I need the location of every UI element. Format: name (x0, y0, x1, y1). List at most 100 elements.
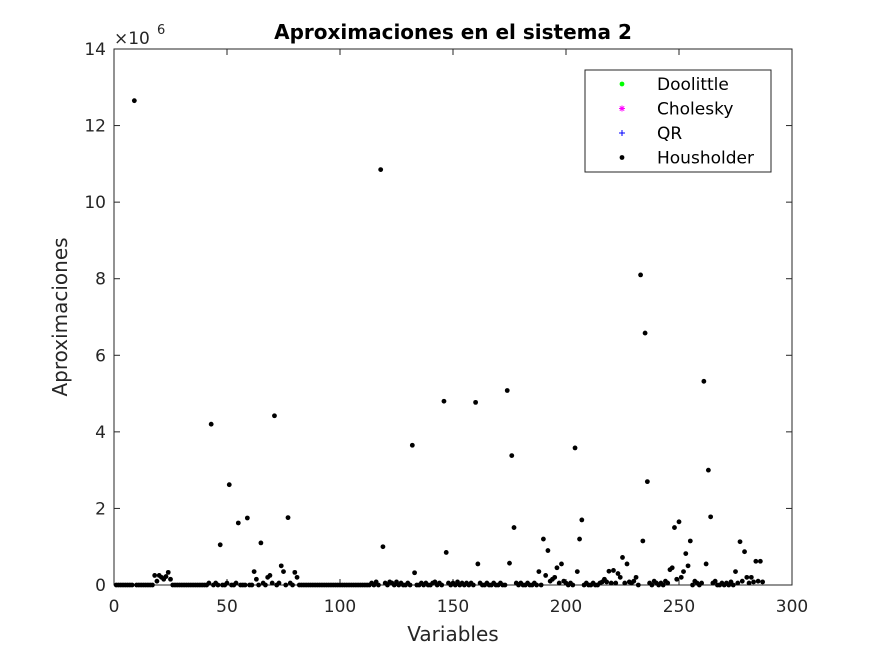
data-point (579, 517, 585, 523)
data-point (638, 272, 643, 278)
data-point (708, 514, 714, 520)
data-point (640, 538, 646, 544)
data-point (235, 520, 241, 526)
x-tick-label: 150 (437, 597, 469, 617)
data-point (676, 519, 682, 525)
data-point (739, 578, 745, 584)
data-point (624, 561, 630, 567)
data-point (746, 580, 752, 586)
x-tick-label: 200 (550, 597, 582, 617)
data-point (165, 569, 171, 575)
data-point (757, 558, 763, 564)
y-tick-label: 6 (95, 346, 106, 366)
data-point (224, 580, 230, 586)
data-point (606, 568, 612, 574)
legend: Doolittle Cholesky QR Housholder (584, 69, 772, 173)
y-tick-label: 12 (84, 117, 106, 137)
data-point (687, 538, 693, 544)
data-point (554, 565, 560, 571)
data-point (760, 579, 766, 585)
data-point (412, 570, 417, 576)
x-tick-label: 50 (216, 597, 238, 617)
data-point (272, 413, 277, 419)
data-point (409, 442, 415, 448)
data-point (737, 539, 743, 545)
data-point (755, 578, 761, 584)
data-point (249, 582, 255, 588)
y-tick-label: 14 (84, 40, 106, 60)
data-point (617, 574, 623, 580)
data-point (744, 574, 750, 580)
data-point (504, 388, 510, 393)
data-point (129, 582, 135, 588)
data-point (154, 578, 160, 584)
data-point (292, 569, 298, 575)
data-point (649, 582, 655, 588)
legend-marker (619, 81, 625, 87)
data-point (690, 582, 695, 588)
data-point (615, 571, 621, 576)
data-point (712, 578, 718, 584)
data-point (258, 540, 264, 546)
data-point (163, 574, 169, 579)
x-tick-label: 0 (109, 597, 120, 617)
data-point (613, 580, 619, 586)
data-point (376, 582, 381, 588)
data-point (672, 525, 677, 530)
data-point (473, 399, 478, 405)
data-point (380, 544, 386, 550)
data-point (735, 580, 741, 586)
data-point (699, 580, 704, 586)
data-point (443, 550, 449, 555)
data-point (543, 573, 549, 578)
data-point (631, 578, 637, 584)
data-point (559, 561, 564, 567)
data-point (208, 421, 214, 427)
data-point (502, 582, 508, 588)
legend-marker (619, 155, 625, 160)
data-point (168, 576, 173, 582)
data-point (536, 569, 542, 574)
data-point (572, 445, 578, 451)
data-point (470, 582, 476, 588)
data-point (644, 479, 650, 485)
data-point (233, 580, 239, 586)
y-axis: 0 2 4 6 8 10 12 14 (84, 40, 792, 596)
data-point (215, 582, 221, 588)
data-point (475, 561, 481, 567)
data-point (509, 453, 515, 458)
y-axis-label: Aproximaciones (48, 237, 72, 396)
data-point (251, 569, 257, 574)
data-point (674, 576, 680, 582)
data-point (541, 536, 546, 542)
data-point (577, 536, 582, 542)
y-exponent-base: ×10 (114, 29, 150, 49)
x-tick-label: 250 (663, 597, 695, 617)
data-point (685, 563, 691, 569)
x-axis-label: Variables (407, 622, 498, 646)
data-point (256, 582, 262, 588)
data-point (206, 580, 212, 586)
data-point (545, 548, 551, 553)
y-tick-label: 2 (95, 499, 106, 519)
legend-marker (619, 105, 625, 112)
data-point (285, 515, 291, 521)
data-point (407, 582, 413, 588)
data-point (608, 580, 614, 586)
legend-box (584, 69, 772, 173)
y-exponent-power: 6 (157, 23, 165, 38)
data-point (751, 579, 756, 585)
y-tick-label: 8 (95, 270, 106, 290)
data-point (604, 579, 610, 585)
data-point (635, 582, 641, 588)
data-point (633, 574, 639, 580)
x-tick-label: 100 (324, 597, 356, 617)
legend-label: Housholder (657, 149, 754, 169)
data-point (507, 560, 512, 566)
data-point (244, 515, 250, 521)
data-point (570, 582, 576, 588)
data-point (269, 580, 275, 586)
data-point (730, 582, 736, 588)
data-point (683, 551, 689, 557)
chart-title: Aproximaciones en el sistema 2 (274, 20, 632, 44)
